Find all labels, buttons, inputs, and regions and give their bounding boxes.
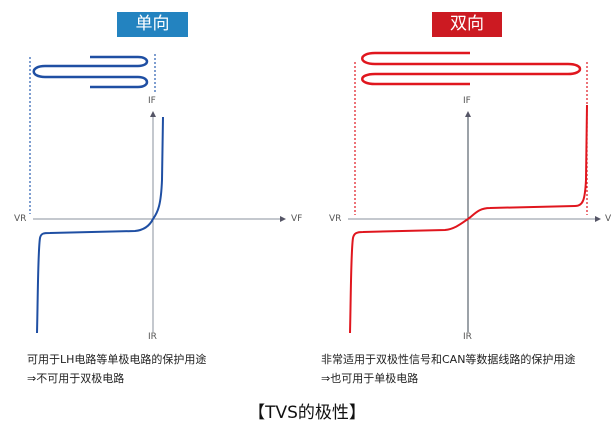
note-line: ⇒不可用于双极电路 xyxy=(27,372,125,385)
unidirectional-note: 可用于LH电路等单极电路的保护用途 ⇒不可用于双极电路 xyxy=(27,350,206,388)
vf-label: VF xyxy=(291,214,303,224)
spring-icon xyxy=(32,55,149,89)
note-line: 可用于LH电路等单极电路的保护用途 xyxy=(27,353,207,366)
if-label: IF xyxy=(463,96,471,106)
ir-label: IR xyxy=(148,332,157,342)
unidirectional-label: 单向 xyxy=(117,12,188,37)
vf-label: V xyxy=(605,214,612,224)
iv-curve xyxy=(36,116,164,334)
if-label: IF xyxy=(148,96,156,106)
vr-label: VR xyxy=(329,214,342,224)
bidirectional-note: 非常适用于双极性信号和CAN等数据线路的保护用途 ⇒也可用于单极电路 xyxy=(321,350,575,388)
bidirectional-diagram xyxy=(348,51,601,334)
figure-title: 【TVS的极性】 xyxy=(248,403,366,423)
note-line: ⇒也可用于单极电路 xyxy=(321,372,419,385)
vr-label: VR xyxy=(14,214,27,224)
iv-curve xyxy=(349,104,588,334)
unidirectional-diagram xyxy=(29,54,286,334)
spring-icon xyxy=(361,51,582,86)
note-line: 非常适用于双极性信号和CAN等数据线路的保护用途 xyxy=(321,353,576,366)
bidirectional-label: 双向 xyxy=(432,12,502,37)
ir-label: IR xyxy=(463,332,472,342)
